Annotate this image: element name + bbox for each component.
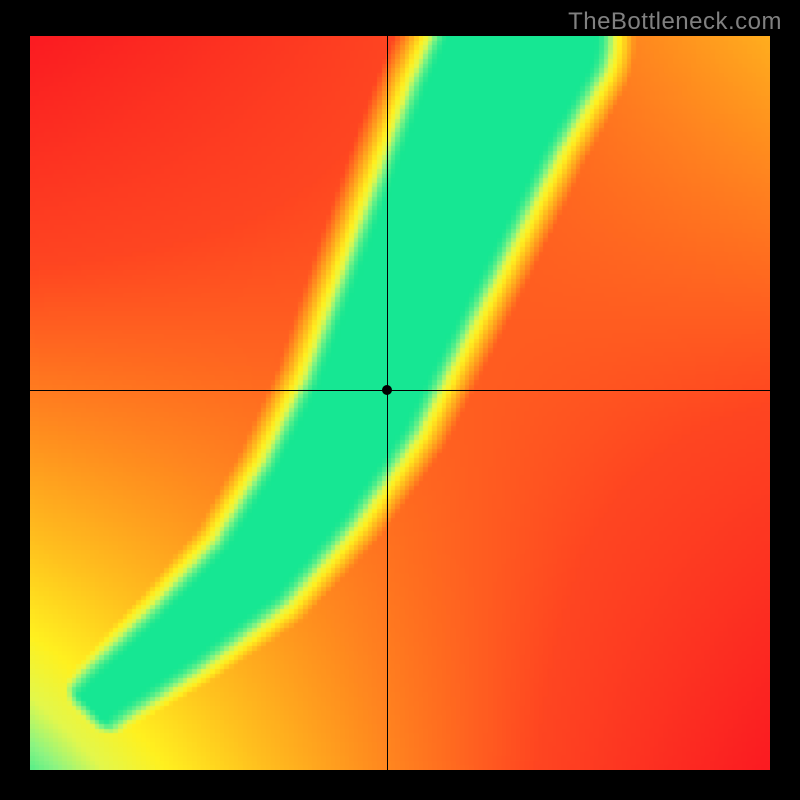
watermark-text: TheBottleneck.com [568,8,782,36]
crosshair-horizontal [30,390,770,391]
crosshair-vertical [387,36,388,770]
focus-marker [382,385,392,395]
chart-container: TheBottleneck.com [0,0,800,800]
heatmap-canvas [30,36,770,770]
plot-area [30,36,770,770]
